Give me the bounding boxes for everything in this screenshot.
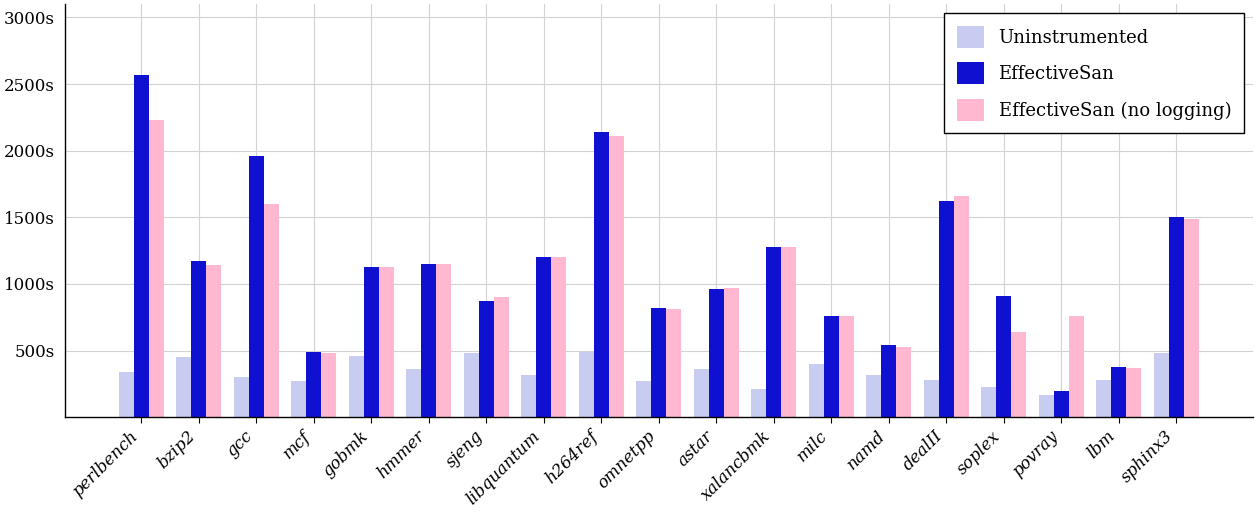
Bar <box>666 309 681 417</box>
Bar <box>1096 380 1111 417</box>
Bar <box>307 352 322 417</box>
Bar <box>292 381 307 417</box>
Bar <box>593 132 608 417</box>
Bar <box>881 345 896 417</box>
Bar <box>1040 395 1053 417</box>
Bar <box>1184 219 1199 417</box>
Bar <box>479 301 494 417</box>
Bar <box>363 267 378 417</box>
Bar <box>234 377 249 417</box>
Bar <box>264 204 279 417</box>
Bar <box>176 357 191 417</box>
Bar <box>694 369 709 417</box>
Bar <box>522 375 537 417</box>
Bar <box>724 288 739 417</box>
Bar <box>249 156 264 417</box>
Bar <box>1012 332 1026 417</box>
Bar <box>997 296 1012 417</box>
Bar <box>464 353 479 417</box>
Bar <box>1154 353 1169 417</box>
Bar <box>752 389 767 417</box>
Bar <box>537 258 552 417</box>
Bar <box>1068 316 1084 417</box>
Bar <box>322 353 337 417</box>
Bar <box>436 264 451 417</box>
Bar <box>896 347 911 417</box>
Bar <box>782 247 796 417</box>
Bar <box>939 201 954 417</box>
Legend: Uninstrumented, EffectiveSan, EffectiveSan (no logging): Uninstrumented, EffectiveSan, EffectiveS… <box>944 13 1244 134</box>
Bar <box>709 289 724 417</box>
Bar <box>838 316 854 417</box>
Bar <box>924 380 939 417</box>
Bar <box>1126 368 1141 417</box>
Bar <box>191 261 206 417</box>
Bar <box>421 264 436 417</box>
Bar <box>823 316 838 417</box>
Bar <box>148 120 163 417</box>
Bar <box>1169 217 1184 417</box>
Bar <box>1111 367 1126 417</box>
Bar <box>866 375 881 417</box>
Bar <box>810 364 823 417</box>
Bar <box>119 372 133 417</box>
Bar <box>767 247 782 417</box>
Bar <box>982 387 997 417</box>
Bar <box>406 369 421 417</box>
Bar <box>206 265 221 417</box>
Bar <box>378 267 393 417</box>
Bar <box>954 196 969 417</box>
Bar <box>608 136 623 417</box>
Bar <box>636 381 651 417</box>
Bar <box>651 308 666 417</box>
Bar <box>349 356 363 417</box>
Bar <box>1053 391 1068 417</box>
Bar <box>133 75 148 417</box>
Bar <box>494 297 509 417</box>
Bar <box>579 352 593 417</box>
Bar <box>552 258 566 417</box>
